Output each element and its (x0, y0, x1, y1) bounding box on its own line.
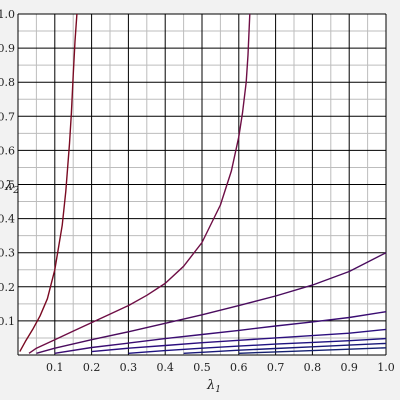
y-axis-label: λ2 (4, 179, 19, 196)
x-tick-label: 0.8 (304, 361, 322, 374)
x-tick-label: 0.5 (193, 361, 211, 374)
y-axis-label-main: λ (4, 179, 13, 194)
series-layer (19, 13, 387, 354)
y-tick-label: 0.7 (0, 110, 15, 123)
y-tick-label: 0.9 (0, 42, 15, 55)
x-tick-label: 0.2 (83, 361, 101, 374)
y-tick-label: 0.5 (0, 179, 15, 192)
y-tick-label: 0.1 (0, 315, 15, 328)
series-line-7 (183, 342, 387, 354)
x-tick-label: 0.7 (267, 361, 285, 374)
x-tick-label: 0.3 (120, 361, 138, 374)
series-line-5 (91, 328, 387, 353)
y-axis-label-sub: 2 (12, 186, 19, 196)
series-line-3 (36, 252, 387, 354)
x-tick-label: 1.0 (377, 361, 395, 374)
y-tick-label: 0.2 (0, 281, 15, 294)
y-tick-labels: 0.1 0.2 0.3 0.4 0.5 0.6 0.7 0.8 0.9 1.0 (0, 8, 15, 328)
series-line-8 (238, 347, 387, 354)
x-axis-label: λ1 (206, 378, 221, 395)
y-tick-label: 0.6 (0, 144, 15, 157)
y-tick-label: 0.3 (0, 247, 15, 260)
series-line-6 (128, 337, 387, 354)
x-tick-label: 0.9 (340, 361, 358, 374)
major-grid (17, 13, 387, 356)
x-tick-label: 0.6 (230, 361, 248, 374)
y-tick-label: 1.0 (0, 8, 15, 21)
y-tick-label: 0.8 (0, 76, 15, 89)
series-line-4 (54, 311, 387, 354)
x-axis-label-main: λ (206, 378, 215, 393)
series-line-1 (19, 13, 78, 352)
y-tick-label: 0.4 (0, 213, 15, 226)
x-tick-label: 0.1 (46, 361, 64, 374)
x-tick-label: 0.4 (156, 361, 174, 374)
x-axis-label-sub: 1 (215, 385, 221, 395)
x-tick-labels: 0.1 0.2 0.3 0.4 0.5 0.6 0.7 0.8 0.9 1.0 (46, 361, 395, 374)
series-line-2 (28, 13, 251, 354)
